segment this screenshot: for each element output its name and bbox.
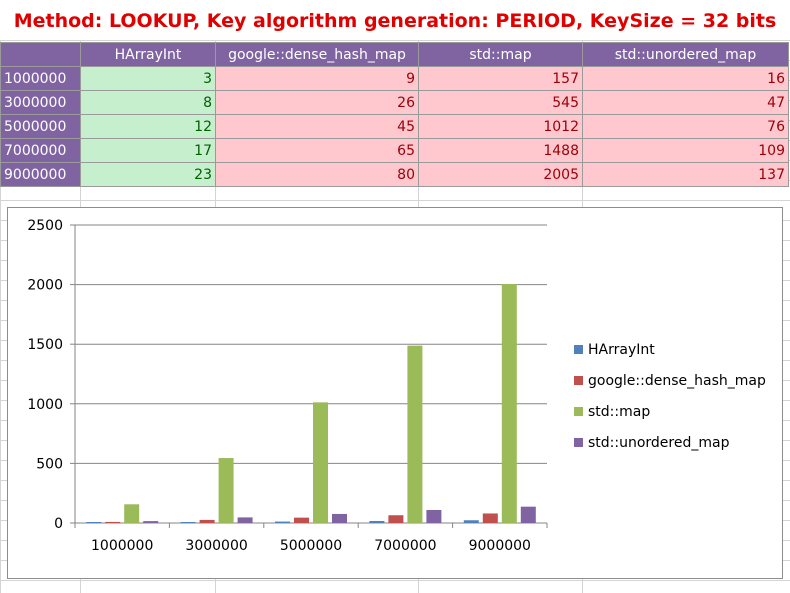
y-tick-label: 1500: [27, 337, 63, 353]
corner-cell[interactable]: [0, 42, 81, 67]
bar: [426, 510, 442, 523]
column-header[interactable]: HArrayInt: [80, 42, 216, 67]
table-cell[interactable]: 45: [215, 114, 419, 139]
bar: [199, 519, 215, 523]
legend-label: std::map: [588, 403, 651, 420]
y-tick-label: 2500: [27, 218, 63, 234]
bar: [294, 517, 309, 523]
row-header-cell[interactable]: 3000000: [0, 90, 81, 115]
table-cell[interactable]: 545: [418, 90, 583, 115]
bar: [520, 506, 536, 523]
bar: [275, 521, 290, 523]
bar: [218, 458, 234, 523]
table-cell[interactable]: 17: [80, 138, 216, 163]
bar: [463, 520, 479, 523]
table-row: 9000000 23 80 2005 137: [0, 162, 789, 187]
y-tick-label: 2000: [27, 278, 63, 294]
column-header[interactable]: std::unordered_map: [582, 42, 789, 67]
x-tick-label: 5000000: [280, 538, 342, 554]
table-cell[interactable]: 109: [582, 138, 789, 163]
table-cell[interactable]: 137: [582, 162, 789, 187]
legend-item[interactable]: HArrayInt: [574, 334, 766, 365]
legend-label: std::unordered_map: [588, 434, 730, 451]
x-tick-label: 1000000: [91, 538, 153, 554]
table-cell[interactable]: 2005: [418, 162, 583, 187]
x-tick-label: 3000000: [185, 538, 247, 554]
bar: [388, 515, 404, 523]
bar-chart[interactable]: 0 500 1000 1500 2000 2500 1000000 3000000 500000…: [7, 207, 783, 579]
bar: [180, 522, 196, 523]
bar: [124, 504, 140, 523]
table-row: 7000000 17 65 1488 109: [0, 138, 789, 163]
bar: [313, 402, 328, 523]
table-cell[interactable]: 12: [80, 114, 216, 139]
legend-swatch: [574, 345, 583, 354]
legend-item[interactable]: std::unordered_map: [574, 427, 766, 458]
bar: [369, 520, 385, 523]
x-tick-label: 9000000: [469, 538, 531, 554]
table-cell[interactable]: 16: [582, 66, 789, 91]
table-row: 3000000 8 26 545 47: [0, 90, 789, 115]
bar: [237, 517, 253, 523]
table-cell[interactable]: 47: [582, 90, 789, 115]
bar: [482, 513, 498, 523]
table-cell[interactable]: 157: [418, 66, 583, 91]
table-cell[interactable]: 8: [80, 90, 216, 115]
table-cell[interactable]: 9: [215, 66, 419, 91]
legend-item[interactable]: google::dense_hash_map: [574, 365, 766, 396]
bar: [86, 522, 102, 523]
table-cell[interactable]: 3: [80, 66, 216, 91]
row-header-cell[interactable]: 9000000: [0, 162, 81, 187]
table-cell[interactable]: 23: [80, 162, 216, 187]
legend-item[interactable]: std::map: [574, 396, 766, 427]
legend-swatch: [574, 407, 583, 416]
y-tick-label: 1000: [27, 397, 63, 413]
legend-swatch: [574, 376, 583, 385]
legend-swatch: [574, 438, 583, 447]
bar: [332, 513, 347, 523]
bar: [143, 521, 159, 523]
row-header-cell[interactable]: 7000000: [0, 138, 81, 163]
legend-label: google::dense_hash_map: [588, 372, 766, 389]
bar: [105, 521, 121, 523]
table-cell[interactable]: 1012: [418, 114, 583, 139]
table-cell[interactable]: 76: [582, 114, 789, 139]
row-header-cell[interactable]: 5000000: [0, 114, 81, 139]
y-tick-label: 0: [54, 516, 63, 532]
legend-label: HArrayInt: [588, 341, 655, 358]
table-cell[interactable]: 26: [215, 90, 419, 115]
column-header[interactable]: google::dense_hash_map: [215, 42, 419, 67]
row-header-cell[interactable]: 1000000: [0, 66, 81, 91]
table-row: 1000000 3 9 157 16: [0, 66, 789, 91]
y-tick-label: 500: [36, 456, 63, 472]
bar: [407, 345, 423, 523]
sheet-title: Method: LOOKUP, Key algorithm generation…: [0, 0, 790, 40]
table-cell[interactable]: 80: [215, 162, 419, 187]
bar: [501, 284, 517, 523]
data-table: HArrayInt google::dense_hash_map std::ma…: [0, 42, 789, 187]
table-header-row: HArrayInt google::dense_hash_map std::ma…: [0, 42, 789, 67]
table-cell[interactable]: 65: [215, 138, 419, 163]
table-cell[interactable]: 1488: [418, 138, 583, 163]
x-tick-label: 7000000: [374, 538, 436, 554]
column-header[interactable]: std::map: [418, 42, 583, 67]
chart-canvas: 0 500 1000 1500 2000 2500 1000000 3000000 500000…: [27, 218, 548, 554]
table-row: 5000000 12 45 1012 76: [0, 114, 789, 139]
